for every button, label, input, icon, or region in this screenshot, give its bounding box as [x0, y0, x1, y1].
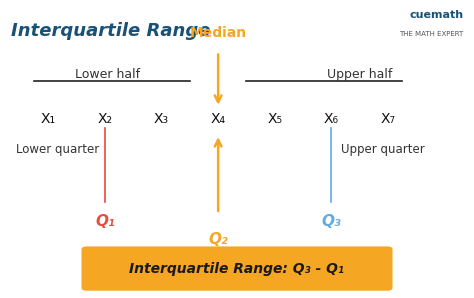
Text: Median: Median — [190, 26, 246, 40]
Text: Upper half: Upper half — [327, 68, 392, 81]
Text: Interquartile Range: Interquartile Range — [11, 22, 210, 40]
Text: X₇: X₇ — [380, 112, 395, 126]
Text: X₆: X₆ — [324, 112, 339, 126]
Text: Lower half: Lower half — [75, 68, 140, 81]
Text: Interquartile Range: Q₃ - Q₁: Interquartile Range: Q₃ - Q₁ — [129, 262, 345, 276]
Text: Q₁: Q₁ — [95, 214, 115, 229]
Text: THE MATH EXPERT: THE MATH EXPERT — [399, 31, 463, 37]
Text: X₂: X₂ — [98, 112, 112, 126]
Text: cuemath: cuemath — [409, 10, 463, 20]
Text: Q₃: Q₃ — [321, 214, 341, 229]
Text: X₃: X₃ — [154, 112, 169, 126]
Text: X₁: X₁ — [41, 112, 56, 126]
Text: X₄: X₄ — [210, 112, 226, 126]
FancyBboxPatch shape — [82, 246, 392, 291]
Text: X₅: X₅ — [267, 112, 282, 126]
Text: Q₂: Q₂ — [209, 232, 228, 247]
Text: Upper quarter: Upper quarter — [341, 142, 424, 156]
Text: Lower quarter: Lower quarter — [16, 142, 99, 156]
